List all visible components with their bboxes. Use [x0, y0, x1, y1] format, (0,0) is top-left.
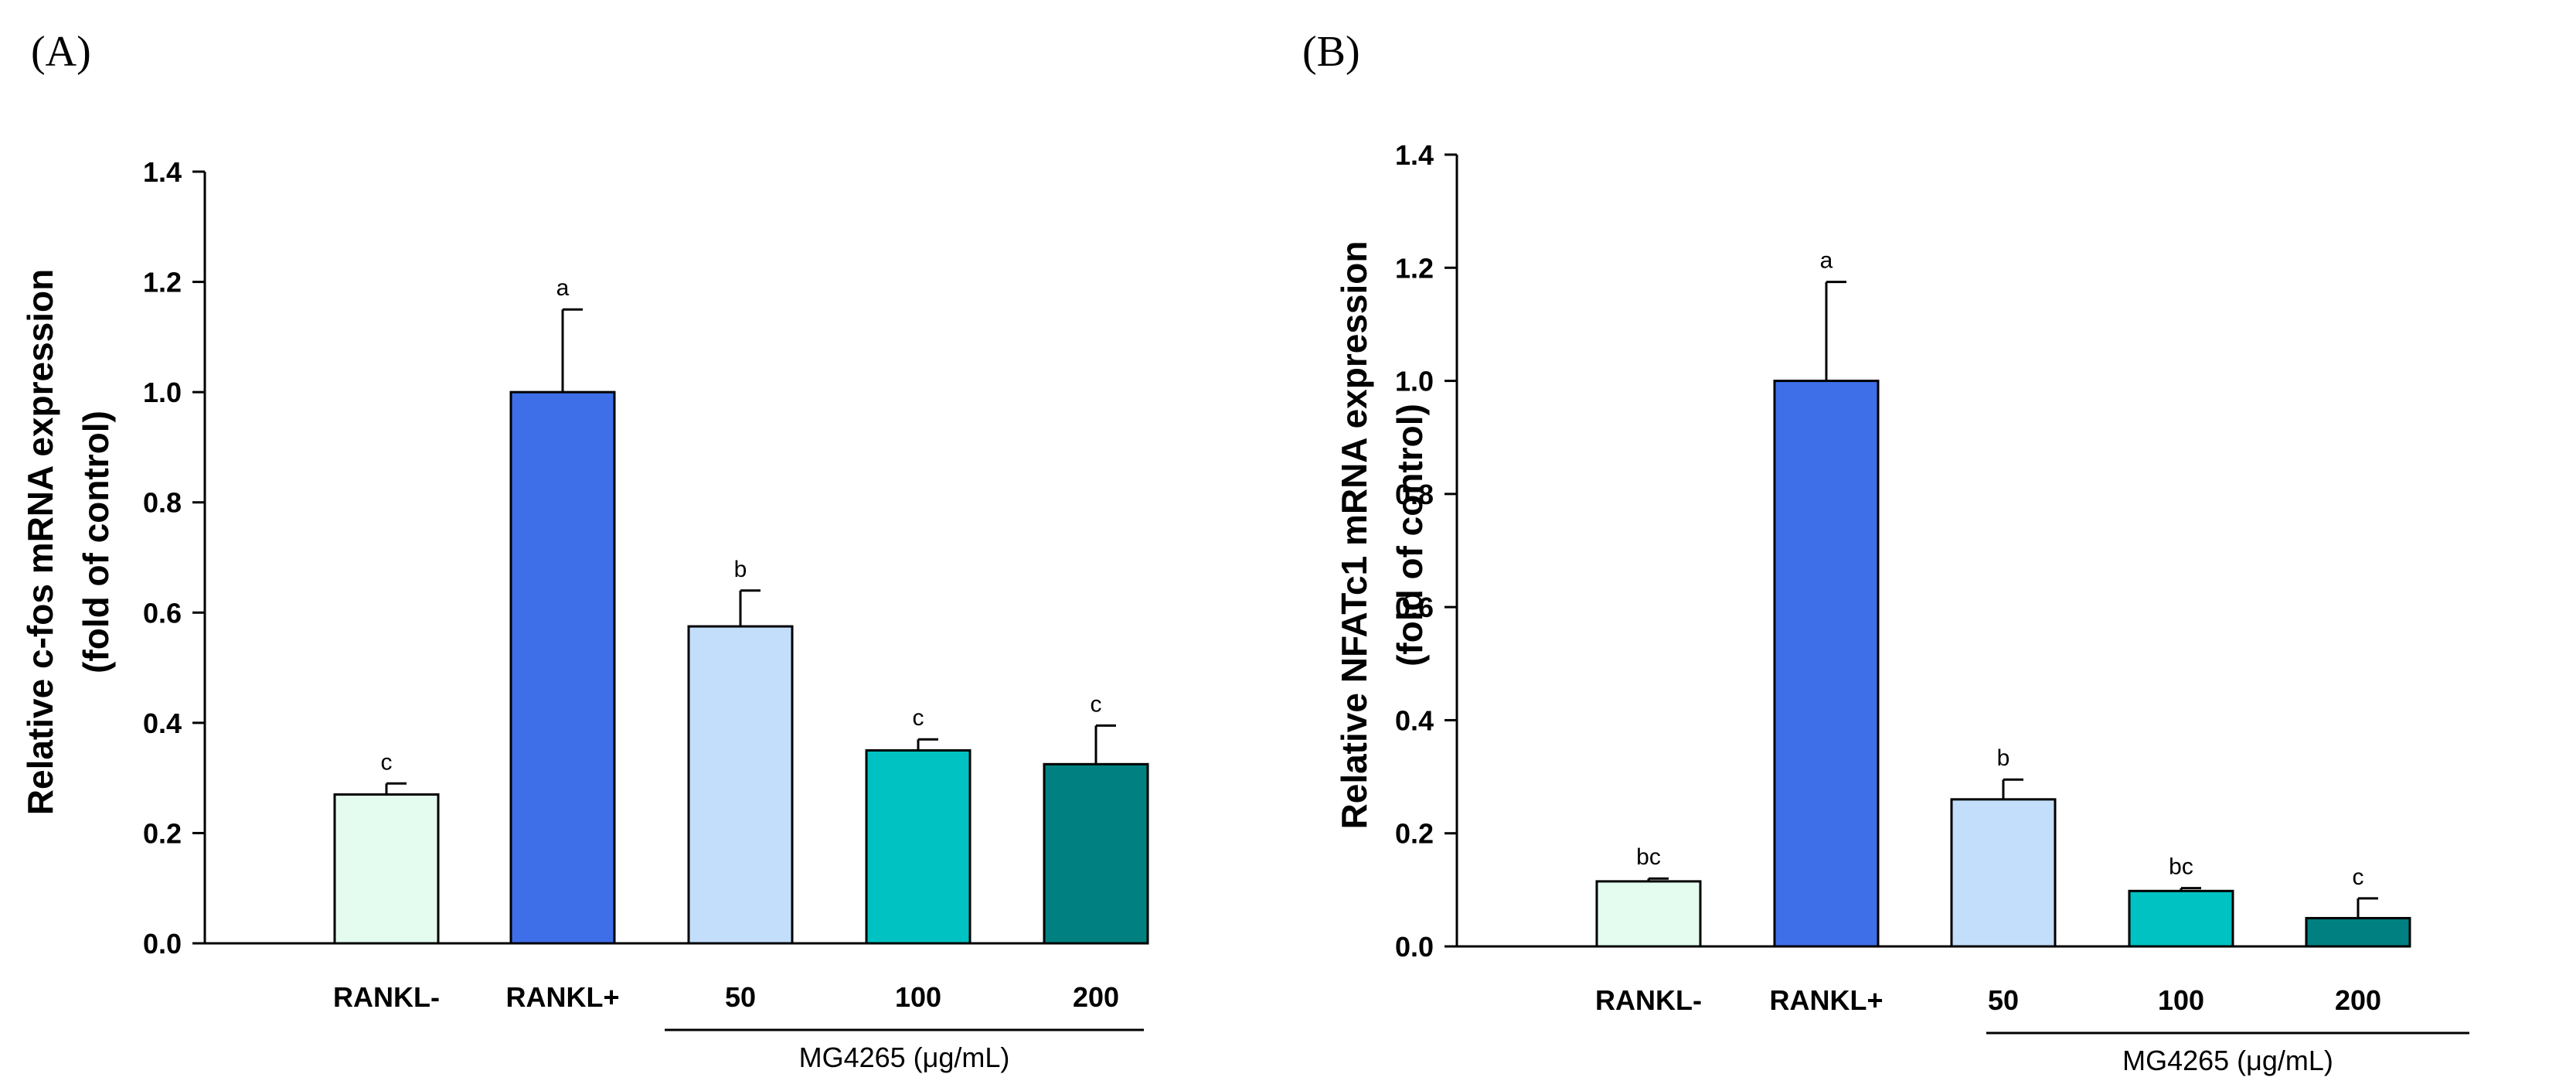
x-tick-label: 100 [2158, 984, 2204, 1016]
y-tick-label: 1.4 [143, 156, 182, 188]
bar-50 [1950, 798, 2057, 948]
y-tick-label: 0.2 [143, 817, 182, 849]
x-tick-label: RANKL- [1595, 984, 1702, 1016]
bar-100 [2128, 889, 2234, 948]
y-tick-label: 0.6 [1395, 592, 1434, 623]
significance-label: b [1997, 745, 2010, 771]
group-label: MG4265 (μg/mL) [799, 1042, 1010, 1073]
x-tick-label: 200 [2335, 984, 2381, 1016]
significance-label: c [913, 705, 924, 731]
y-tick-label: 0.2 [1395, 818, 1434, 850]
bar-RANKL- [333, 793, 440, 945]
bar-200 [1043, 762, 1149, 945]
group-label: MG4265 (μg/mL) [2122, 1045, 2333, 1076]
y-axis-title-line1: Relative NFATc1 mRNA expression [1334, 241, 1374, 830]
y-tick-label: 0.0 [1395, 931, 1434, 963]
significance-label: bc [1636, 844, 1661, 870]
y-axis-title-line2: (fold of control) [76, 411, 116, 673]
y-tick-label: 0.6 [143, 597, 182, 629]
y-axis-title-line2: (fold of control) [1390, 404, 1430, 667]
x-tick-label: RANKL+ [1769, 984, 1883, 1016]
y-tick-label: 1.0 [143, 377, 182, 408]
x-tick-label: 100 [895, 981, 941, 1013]
chart-a-svg: (A) 0.0 0.2 0.4 0.6 0.8 1.0 1.2 1.4 Relative c-f… [20, 28, 1149, 1073]
y-tick-label: 1.0 [1395, 366, 1434, 397]
bar-50 [687, 625, 794, 945]
significance-label: c [1091, 691, 1102, 717]
chart-b: 0.0 0.2 0.4 0.6 0.8 1.0 1.2 1.4 Relative NFATc1 … [1334, 139, 2469, 1076]
significance-label: a [1820, 248, 1833, 274]
bar-RANKL+ [1773, 380, 1880, 948]
significance-label: c [381, 749, 393, 775]
x-tick-label: 200 [1073, 981, 1119, 1013]
y-tick-label: 0.4 [1395, 704, 1434, 736]
chart-panel-b: (B) 0.0 0.2 0.4 0.6 0.8 1.0 1.2 1.4 Relative NFA… [1268, 0, 2576, 1087]
y-tick-label: 0.8 [143, 487, 182, 519]
x-tick-label: 50 [1988, 984, 2019, 1016]
y-tick-label: 1.2 [1395, 252, 1434, 284]
y-tick-label: 0.8 [1395, 479, 1434, 510]
x-tick-label: RANKL+ [505, 981, 619, 1013]
y-axis-title-line1: Relative c-fos mRNA expression [20, 269, 60, 815]
significance-label: a [556, 275, 570, 301]
significance-label: c [2353, 864, 2364, 890]
chart-panel-a: (A) 0.0 0.2 0.4 0.6 0.8 1.0 1.2 1.4 Relative c-f… [0, 0, 1268, 1087]
bar-200 [2305, 916, 2411, 948]
y-tick-label: 0.4 [143, 707, 182, 739]
panel-label-b: (B) [1302, 28, 1360, 76]
chart-a: 0.0 0.2 0.4 0.6 0.8 1.0 1.2 1.4 Relative c-fos m… [20, 156, 1149, 1073]
panel-label-a: (A) [31, 28, 91, 76]
bar-RANKL- [1595, 880, 1702, 948]
significance-label: b [734, 557, 747, 582]
x-tick-label: 50 [725, 981, 756, 1013]
significance-label: bc [2169, 854, 2193, 880]
y-tick-label: 1.2 [143, 267, 182, 298]
bar-100 [865, 749, 972, 945]
y-tick-label: 1.4 [1395, 139, 1434, 171]
x-tick-label: RANKL- [333, 981, 440, 1013]
chart-b-svg: (B) 0.0 0.2 0.4 0.6 0.8 1.0 1.2 1.4 Relative NFA… [1302, 28, 2469, 1076]
bar-RANKL+ [509, 390, 616, 945]
y-tick-label: 0.0 [143, 928, 182, 960]
